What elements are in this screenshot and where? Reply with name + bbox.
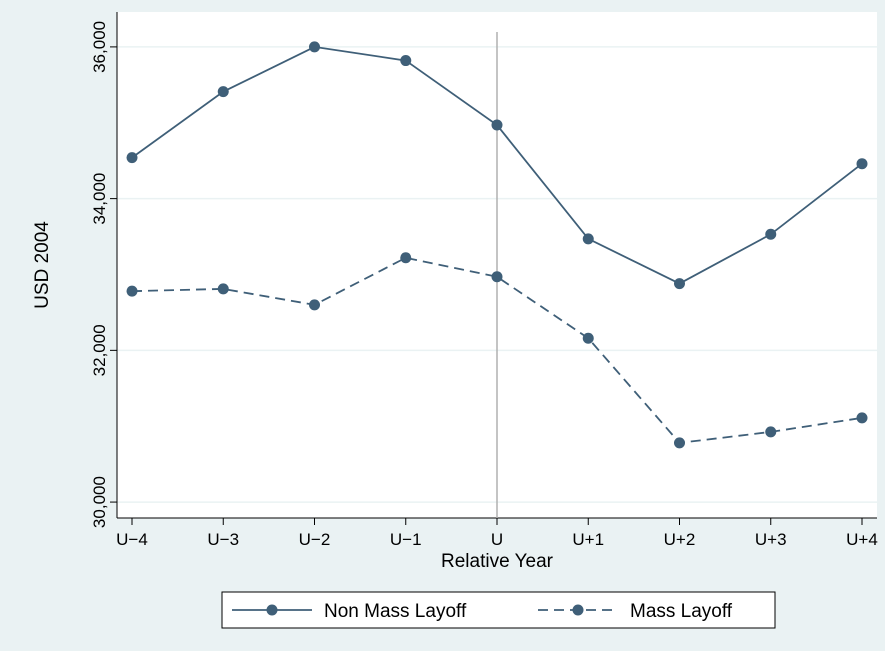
x-tick-label: U+4 [846,530,878,549]
data-point [674,278,685,290]
data-point [765,228,777,240]
legend-label: Non Mass Layoff [324,601,467,622]
x-tick-label: U+1 [572,530,604,549]
data-point [309,41,320,53]
x-tick-label: U+2 [664,530,696,549]
data-point [400,252,412,264]
data-point [126,152,138,164]
y-axis-title: USD 2004 [32,221,53,309]
x-tick-label: U−1 [390,530,422,549]
x-tick-label: U−2 [299,530,331,549]
x-tick-label: U−3 [207,530,239,549]
data-point [765,426,777,438]
data-point [217,86,229,98]
x-tick-label: U+3 [755,530,787,549]
x-axis-title: Relative Year [441,551,554,572]
data-point [582,332,594,344]
y-tick-label: 34,000 [90,173,109,225]
data-point [856,158,868,170]
legend-box [221,591,776,629]
data-point [126,285,138,297]
data-point [400,55,412,67]
x-tick-label: U [491,530,503,549]
y-tick-label: 30,000 [90,476,109,528]
data-point [217,283,229,295]
legend-label: Mass Layoff [630,601,733,622]
legend-marker [266,604,278,616]
y-tick-label: 36,000 [90,21,109,73]
data-point [491,119,503,131]
data-point [582,233,594,245]
x-tick-label: U−4 [116,530,148,549]
series-line [131,256,863,444]
data-point [491,271,503,283]
y-tick-label: 32,000 [90,324,109,376]
data-point [674,437,685,449]
legend-marker [572,604,584,616]
data-point [309,299,320,311]
data-point [856,412,868,424]
